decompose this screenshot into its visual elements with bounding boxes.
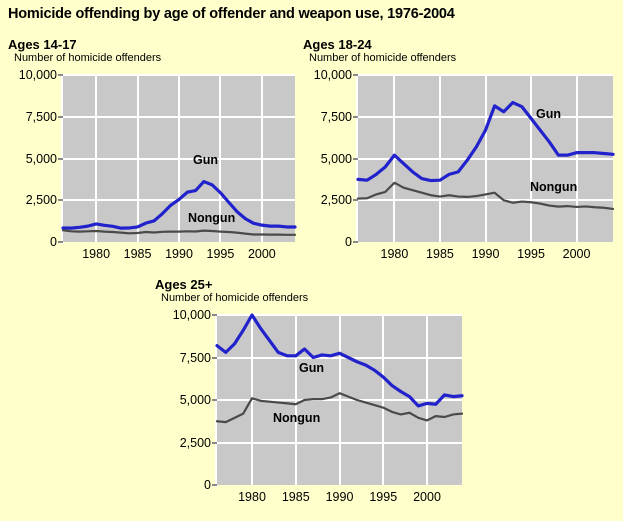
y-axis-tick-mark	[353, 74, 358, 76]
y-axis-tick-label: 5,000	[179, 393, 211, 407]
y-axis-tick-mark	[212, 441, 217, 444]
y-axis-tick-label: 0	[204, 478, 211, 492]
gridline-vertical	[136, 75, 139, 242]
y-axis-tick-label: 0	[50, 235, 57, 249]
series-lines	[356, 100, 615, 211]
series-annotation-nongun: Nongun	[188, 211, 236, 225]
plot-background	[63, 74, 295, 242]
x-axis-tick-label: 2000	[413, 490, 441, 504]
y-axis-tick-label: 0	[345, 235, 352, 249]
y-axis-tick-mark	[212, 314, 217, 316]
series-annotation-nongun: Nongun	[273, 411, 321, 425]
plot-area-wrapper: 0 2,500 5,000 7,500 10,000 1980 1985 1990 1995 20…	[303, 65, 618, 265]
chart-panel-ages-14-17: Ages 14-17 Number of homicide offenders …	[8, 38, 300, 278]
series-line-nongun	[215, 392, 464, 424]
series-lines	[215, 313, 464, 424]
y-axis-tick-mark	[58, 115, 63, 118]
gridline-vertical	[484, 75, 487, 242]
y-axis-tick-label: 7,500	[179, 350, 211, 365]
x-axis-tick-label: 1995	[517, 247, 545, 261]
chart-panel-ages-18-24: Ages 18-24 Number of homicide offenders …	[303, 38, 618, 278]
x-axis-tick-label: 1985	[426, 247, 454, 261]
gridline-vertical	[438, 75, 441, 242]
x-axis-tick-label: 2000	[247, 247, 276, 261]
y-axis-tick-mark	[212, 356, 217, 359]
x-axis-tick-label: 1980	[82, 247, 111, 261]
gridline-vertical	[178, 75, 180, 242]
series-annotation-nongun: Nongun	[530, 180, 578, 194]
series-annotation-gun: Gun	[193, 153, 218, 167]
x-axis-tick-label: 1990	[471, 247, 500, 261]
series-lines	[61, 179, 297, 236]
series-annotation-gun: Gun	[536, 107, 561, 121]
gridline-vertical	[260, 75, 263, 242]
gridline-vertical	[382, 315, 385, 485]
gridline-vertical	[294, 315, 297, 485]
chart-panel-ages-25-plus: Ages 25+ Number of homicide offenders 0 2…	[155, 278, 495, 521]
plot-area-wrapper: 0 2,500 5,000 7,500 10,000 1980 1985 1990 1995 20…	[155, 305, 495, 508]
page-title: Homicide offending by age of offender an…	[8, 6, 455, 22]
gridline-vertical	[219, 75, 222, 242]
gridline-vertical	[338, 315, 341, 485]
y-axis-line	[61, 75, 63, 244]
y-axis-tick-label: 10,000	[172, 308, 211, 322]
chart-subtitle: Number of homicide offenders	[309, 52, 457, 64]
chart-title: Ages 25+	[155, 277, 213, 292]
x-axis-tick-label: 1985	[123, 247, 152, 261]
x-axis-tick-label: 1990	[325, 490, 354, 504]
series-annotation-gun: Gun	[299, 361, 324, 375]
chart-title: Ages 18-24	[303, 37, 372, 52]
y-axis-tick-label: 7,500	[25, 109, 57, 124]
gridline-vertical	[426, 315, 428, 485]
y-axis-line	[356, 75, 358, 244]
y-axis-tick-mark	[353, 199, 358, 202]
y-axis-tick-mark	[353, 241, 358, 243]
x-axis-tick-label: 1985	[281, 490, 310, 504]
y-axis-tick-mark	[353, 157, 358, 160]
gridline-vertical	[95, 75, 98, 242]
y-axis-tick-label: 2,500	[179, 435, 211, 450]
x-axis-tick-label: 1980	[238, 490, 266, 504]
gridline-vertical	[393, 75, 396, 242]
series-line-nongun	[356, 181, 615, 211]
series-line-gun	[215, 313, 464, 408]
y-axis-tick-mark	[212, 484, 217, 486]
x-axis-tick-label: 1990	[165, 247, 193, 261]
y-axis-tick-label: 5,000	[25, 151, 57, 166]
plot-area-wrapper: 0 2,500 5,000 7,500 10,000 1980 1985 1990 1995 20…	[8, 65, 300, 265]
x-axis-tick-label: 1995	[369, 490, 398, 504]
y-axis-line	[215, 315, 217, 487]
x-axis-tick-label: 1995	[206, 247, 235, 261]
series-line-gun	[61, 179, 297, 230]
y-axis-tick-label: 5,000	[320, 151, 352, 166]
y-axis-tick-mark	[58, 241, 63, 243]
y-axis-tick-mark	[58, 74, 63, 76]
plot-background	[358, 74, 613, 242]
y-axis-tick-label: 2,500	[320, 193, 352, 208]
x-axis-tick-label: 1980	[380, 247, 409, 261]
y-axis-tick-label: 2,500	[25, 193, 57, 208]
y-axis-tick-mark	[58, 199, 63, 202]
x-axis-tick-label: 2000	[562, 247, 591, 261]
series-line-gun	[356, 100, 615, 183]
gridline-vertical	[575, 75, 578, 242]
y-axis-tick-label: 10,000	[18, 68, 57, 82]
chart-subtitle: Number of homicide offenders	[14, 52, 162, 64]
gridline-vertical	[530, 75, 533, 242]
y-axis-tick-label: 7,500	[320, 109, 352, 124]
y-axis-tick-label: 10,000	[313, 68, 352, 82]
y-axis-tick-mark	[212, 399, 217, 401]
series-line-nongun	[61, 229, 297, 236]
y-axis-tick-mark	[353, 115, 358, 118]
chart-title: Ages 14-17	[8, 37, 77, 52]
y-axis-tick-mark	[58, 157, 63, 160]
chart-subtitle: Number of homicide offenders	[161, 292, 309, 304]
